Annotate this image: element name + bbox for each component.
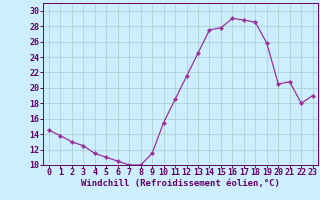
X-axis label: Windchill (Refroidissement éolien,°C): Windchill (Refroidissement éolien,°C) (81, 179, 280, 188)
